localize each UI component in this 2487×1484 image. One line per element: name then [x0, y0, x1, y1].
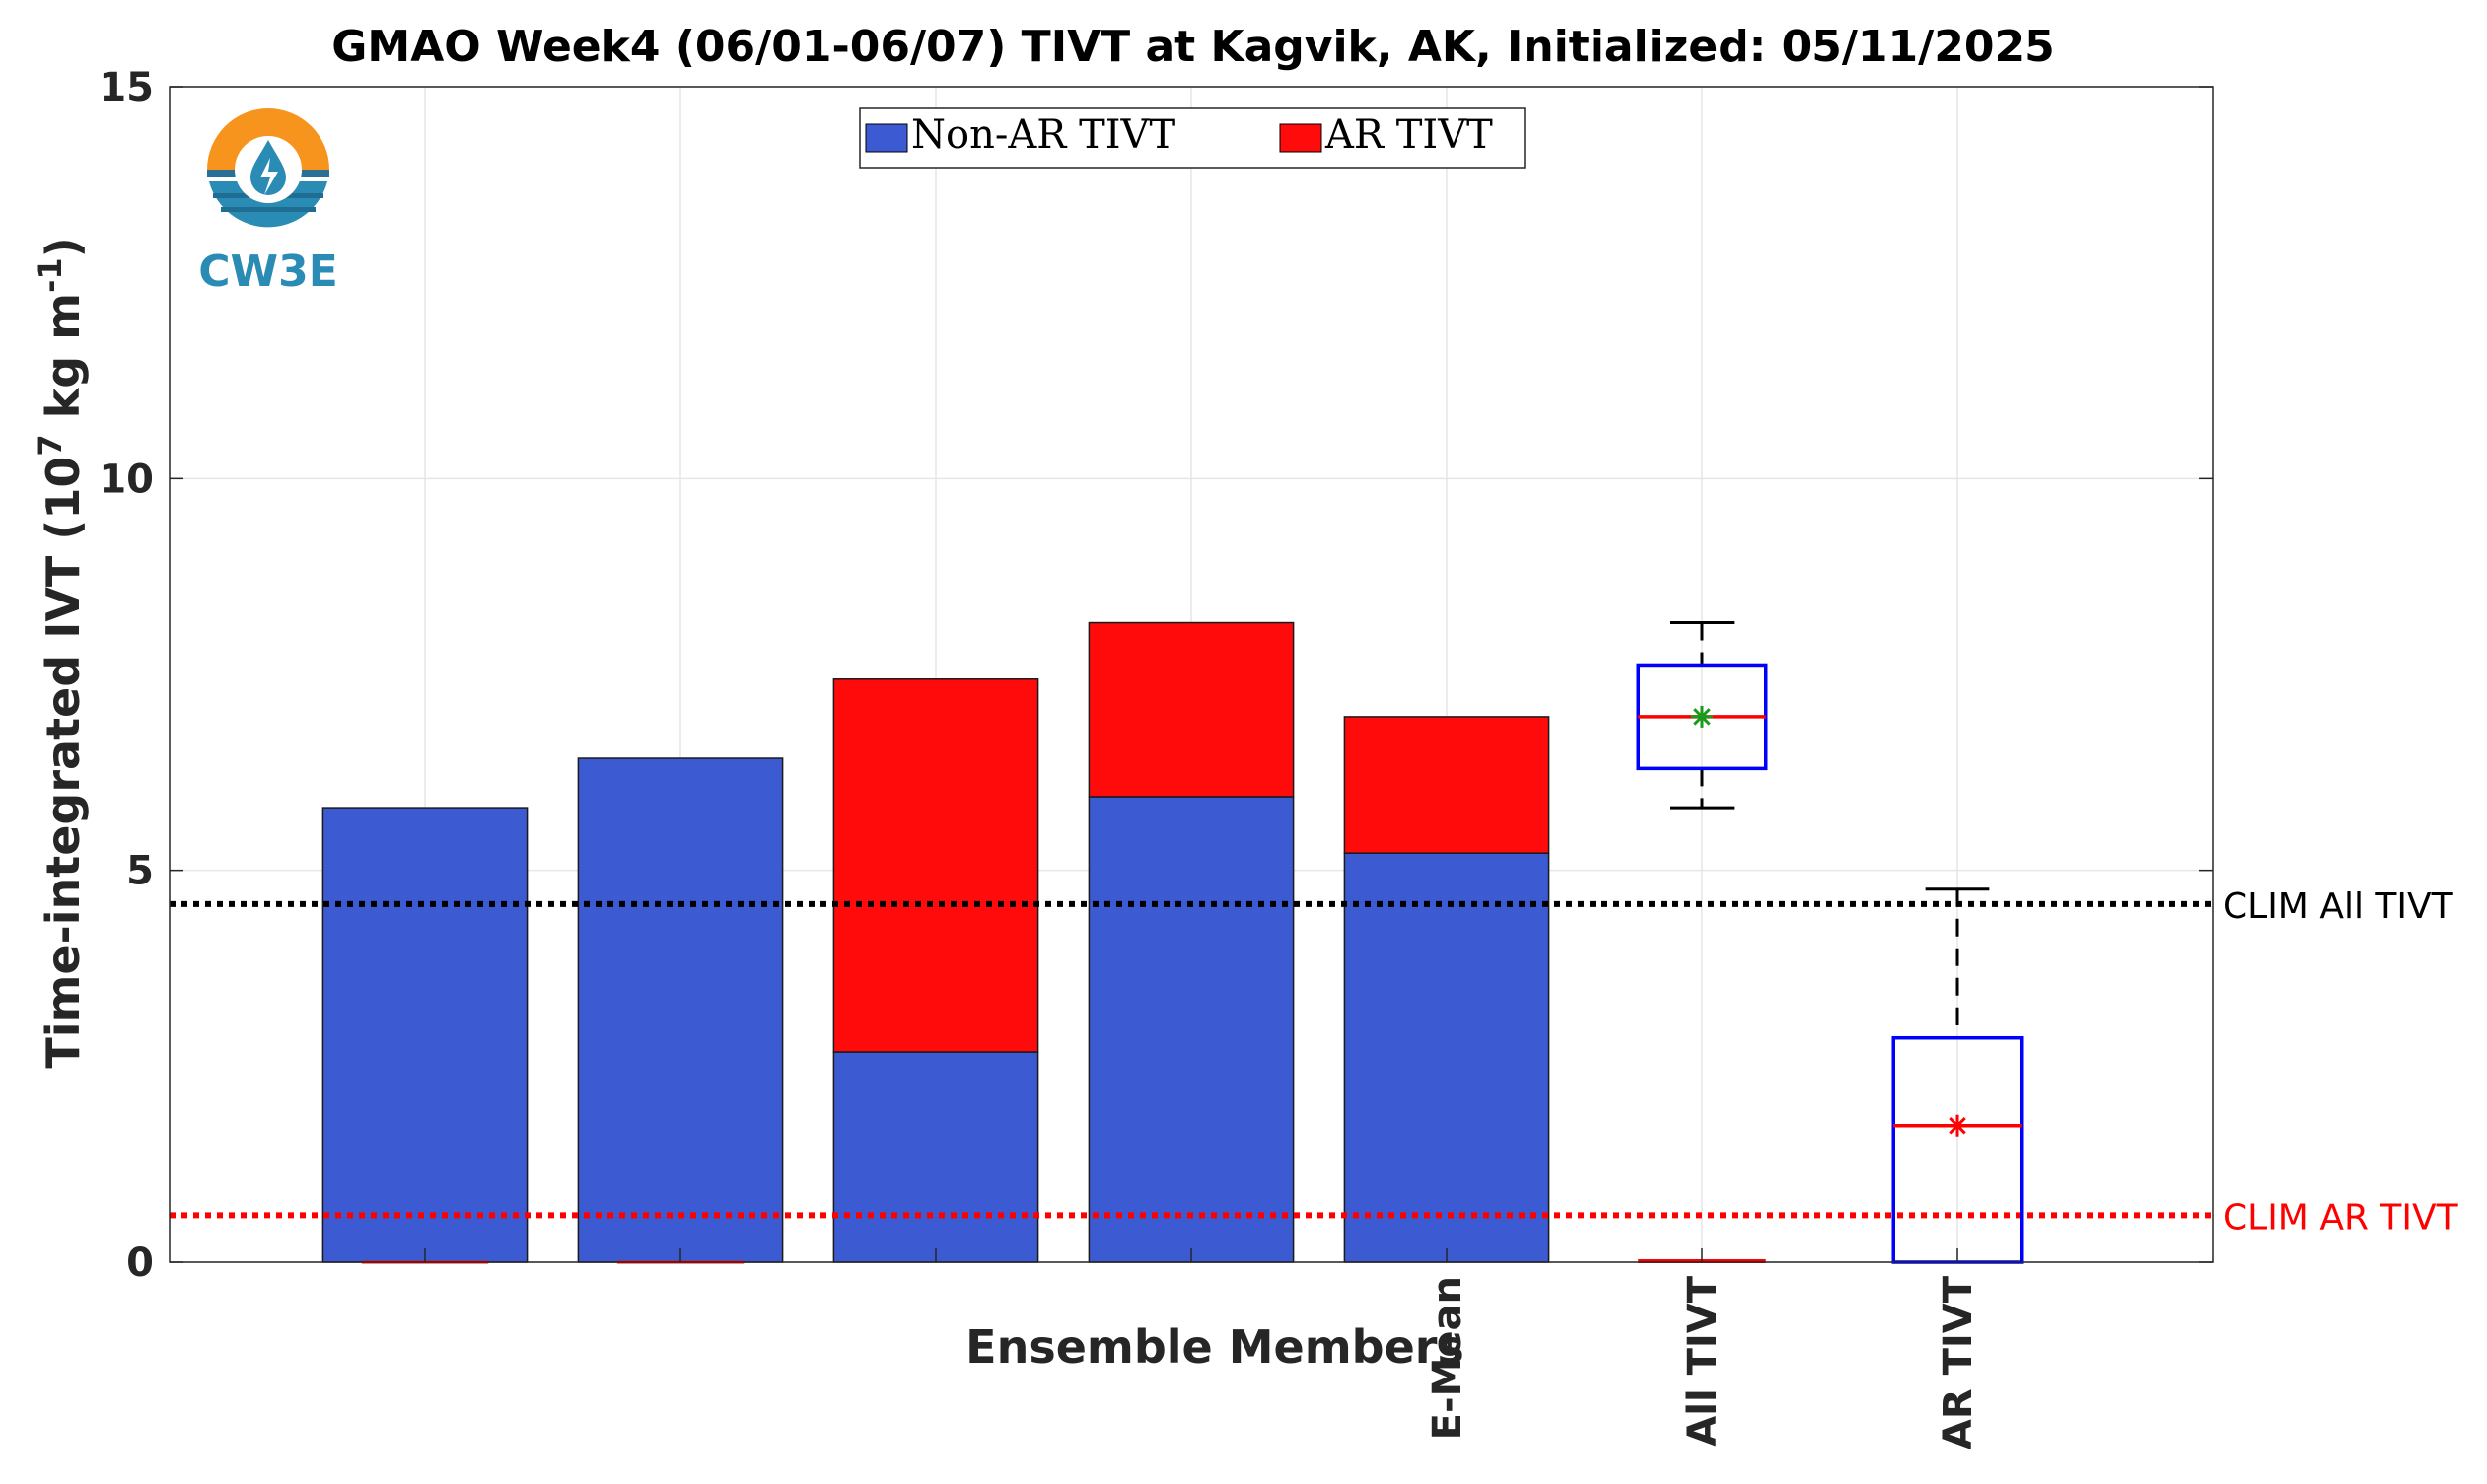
logo-wave-base — [209, 181, 327, 228]
legend-swatch-non-ar — [865, 123, 908, 153]
cw3e-logo: CW3E — [198, 108, 338, 297]
legend-label-non-ar: Non-AR TIVT — [911, 112, 1175, 158]
logo-wave-3 — [221, 207, 316, 212]
legend-label-ar: AR TIVT — [1324, 112, 1493, 158]
series-layer — [321, 621, 1550, 1264]
mean-marker-stroke — [1693, 708, 1711, 726]
bar-non-ar-tivt — [577, 757, 784, 1263]
reference-line-label: CLIM AR TIVT — [2223, 1197, 2459, 1237]
bar-ar-tivt — [1088, 621, 1295, 798]
x-tick-label: All TIVT — [1680, 1275, 1726, 1446]
y-tick-label: 10 — [99, 457, 154, 502]
bar-ar-tivt — [1343, 716, 1550, 854]
logo-text: CW3E — [198, 247, 338, 297]
x-tick-label: E-Mean — [1425, 1276, 1470, 1440]
bar-non-ar-tivt — [1088, 796, 1295, 1263]
bar-non-ar-tivt — [832, 1051, 1039, 1263]
x-axis-tick-labels: E-Mean All TIVT AR TIVT — [424, 1248, 1981, 1449]
y-tick-label: 5 — [126, 849, 154, 894]
mean-marker-stroke — [1949, 1116, 1966, 1135]
bar-ar-tivt — [832, 678, 1039, 1053]
y-axis-ticks: 0 5 10 15 — [99, 65, 2213, 1286]
reference-line-label: CLIM All TIVT — [2223, 886, 2454, 927]
y-tick-label: 0 — [126, 1240, 154, 1286]
bar-non-ar-tivt — [1343, 852, 1550, 1263]
y-tick-label: 15 — [99, 65, 154, 110]
boxplot-mean-marker — [1691, 705, 1713, 728]
lightning-icon — [260, 158, 278, 195]
y-axis-label: Time-integrated IVT (107 kg m-1) — [32, 237, 90, 1068]
legend: Non-AR TIVT AR TIVT — [859, 107, 1526, 169]
x-tick-label: AR TIVT — [1936, 1275, 1981, 1449]
legend-box — [859, 107, 1526, 169]
legend-swatch-ar — [1279, 123, 1322, 153]
x-axis-label: Ensemble Members — [965, 1320, 1464, 1374]
boxplot-mean-marker — [1947, 1114, 1968, 1137]
chart-title: GMAO Week4 (06/01-06/07) TIVT at Kagvik,… — [331, 22, 2054, 72]
bar-non-ar-tivt — [321, 807, 529, 1263]
reference-lines: CLIM All TIVT CLIM AR TIVT — [170, 886, 2459, 1237]
